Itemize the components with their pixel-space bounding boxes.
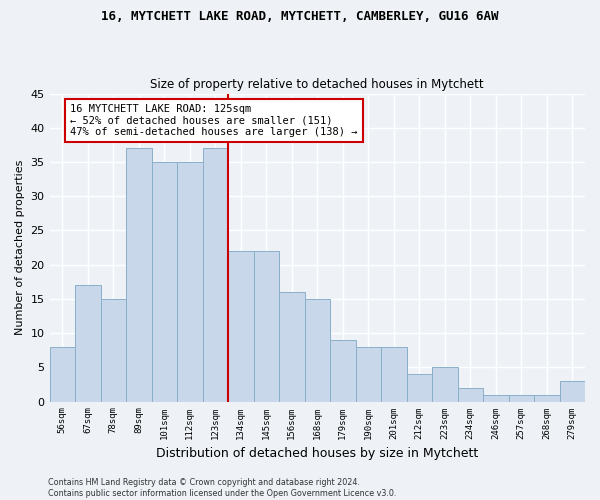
Bar (458, 388, 483, 402)
Bar (279, 292, 305, 402)
Bar (126, 148, 152, 402)
Bar (407, 374, 432, 402)
Bar (228, 251, 254, 402)
Bar (254, 251, 279, 402)
Bar (101, 299, 126, 402)
Bar (356, 347, 381, 402)
Bar (330, 340, 356, 402)
Bar (432, 368, 458, 402)
Bar (305, 299, 330, 402)
Bar (381, 347, 407, 402)
Y-axis label: Number of detached properties: Number of detached properties (15, 160, 25, 335)
Bar (203, 148, 228, 402)
Bar (177, 162, 203, 402)
Text: 16, MYTCHETT LAKE ROAD, MYTCHETT, CAMBERLEY, GU16 6AW: 16, MYTCHETT LAKE ROAD, MYTCHETT, CAMBER… (101, 10, 499, 23)
Bar (534, 394, 560, 402)
Bar (509, 394, 534, 402)
Bar (50, 347, 75, 402)
X-axis label: Distribution of detached houses by size in Mytchett: Distribution of detached houses by size … (156, 447, 478, 460)
Text: 16 MYTCHETT LAKE ROAD: 125sqm
← 52% of detached houses are smaller (151)
47% of : 16 MYTCHETT LAKE ROAD: 125sqm ← 52% of d… (70, 104, 358, 137)
Bar (75, 285, 101, 402)
Bar (483, 394, 509, 402)
Bar (152, 162, 177, 402)
Text: Contains HM Land Registry data © Crown copyright and database right 2024.
Contai: Contains HM Land Registry data © Crown c… (48, 478, 397, 498)
Bar (560, 381, 585, 402)
Title: Size of property relative to detached houses in Mytchett: Size of property relative to detached ho… (151, 78, 484, 91)
